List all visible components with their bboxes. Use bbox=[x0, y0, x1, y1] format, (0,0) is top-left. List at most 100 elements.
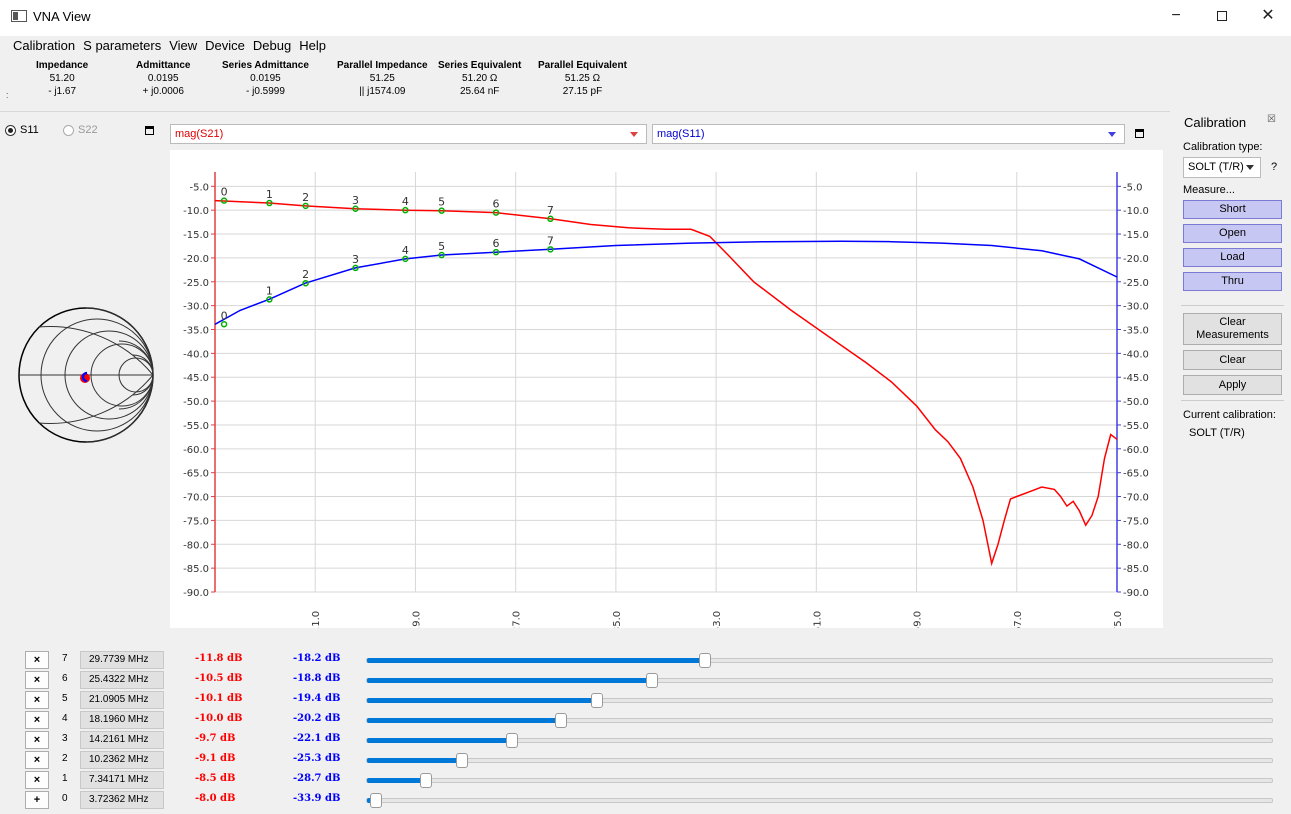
left-y-tick-label: -10.0 bbox=[183, 206, 209, 217]
marker-remove-button[interactable]: × bbox=[25, 691, 49, 709]
marker-remove-button[interactable]: + bbox=[25, 791, 49, 809]
marker-slider[interactable] bbox=[366, 673, 1273, 688]
left-y-tick-label: -65.0 bbox=[183, 469, 209, 480]
marker-frequency-field[interactable]: 7.34171 MHz bbox=[80, 771, 164, 789]
marker-row: × 3 14.2161 MHz -9.7 dB -22.1 dB bbox=[0, 730, 1291, 750]
port-s11-radio[interactable]: S11 bbox=[5, 124, 39, 136]
marker-slider-handle[interactable] bbox=[591, 693, 604, 708]
smith-chart-panel: S11 S22 bbox=[3, 118, 168, 630]
marker-frequency-field[interactable]: 3.72362 MHz bbox=[80, 791, 164, 809]
calibration-help[interactable]: ? bbox=[1271, 161, 1278, 173]
calibration-type-select[interactable]: SOLT (T/R) bbox=[1183, 157, 1261, 178]
marker-slider-handle[interactable] bbox=[456, 753, 469, 768]
menu-calibration[interactable]: Calibration bbox=[13, 38, 76, 53]
marker-number: 2 bbox=[62, 753, 68, 764]
marker-number: 4 bbox=[62, 713, 68, 724]
measure-short-button[interactable]: Short bbox=[1183, 200, 1282, 219]
left-y-tick-label: -80.0 bbox=[183, 540, 209, 551]
marker-row: × 7 29.7739 MHz -11.8 dB -18.2 dB bbox=[0, 650, 1291, 670]
magnitude-plot[interactable]: -5.0 -5.0 -10.0 -10.0 -15.0 -15.0 -20.0 -20.0 -2… bbox=[170, 150, 1163, 628]
smith-restore-icon[interactable] bbox=[145, 126, 154, 135]
marker-slider-fill bbox=[367, 718, 562, 723]
marker-slider-handle[interactable] bbox=[645, 673, 658, 688]
marker-remove-button[interactable]: × bbox=[25, 751, 49, 769]
marker-point-s21 bbox=[220, 197, 228, 204]
app-window-icon bbox=[11, 10, 27, 22]
marker-point-s11 bbox=[438, 251, 445, 259]
marker-row: × 6 25.4322 MHz -10.5 dB -18.8 dB bbox=[0, 670, 1291, 690]
x-tick-label: 11.0 bbox=[311, 611, 322, 628]
marker-frequency-field[interactable]: 14.2161 MHz bbox=[80, 731, 164, 749]
marker-slider-handle[interactable] bbox=[370, 793, 383, 808]
marker-slider[interactable] bbox=[366, 653, 1273, 668]
marker-slider[interactable] bbox=[366, 793, 1273, 808]
marker-slider-fill bbox=[367, 698, 598, 703]
menu-bar: Calibration S parameters View Device Debug He… bbox=[0, 36, 1291, 56]
series-line-s11 bbox=[214, 240, 1118, 325]
marker-slider-fill bbox=[367, 678, 652, 683]
marker-frequency-field[interactable]: 18.1960 MHz bbox=[80, 711, 164, 729]
marker-slider-handle[interactable] bbox=[699, 653, 712, 668]
right-trace-select[interactable]: mag(S11) bbox=[652, 124, 1125, 144]
marker-remove-button[interactable]: × bbox=[25, 771, 49, 789]
apply-button[interactable]: Apply bbox=[1183, 375, 1282, 395]
clear-button[interactable]: Clear bbox=[1183, 350, 1282, 370]
readout-impedance: Impedance 51.20- j1.67 bbox=[36, 60, 89, 97]
marker-number: 5 bbox=[62, 693, 68, 704]
minimize-button[interactable]: − bbox=[1171, 7, 1181, 24]
marker-row: +0 3.72362 MHz -8.0 dB -33.9 dB bbox=[0, 790, 1291, 810]
menu-device[interactable]: Device bbox=[205, 38, 245, 53]
port-s22-radio[interactable]: S22 bbox=[63, 124, 98, 136]
menu-debug[interactable]: Debug bbox=[252, 38, 292, 53]
marker-label-s11: 3 bbox=[352, 253, 359, 266]
marker-number: 3 bbox=[62, 733, 68, 744]
marker-frequency-field[interactable]: 21.0905 MHz bbox=[80, 691, 164, 709]
marker-s11-value: -20.2 dB bbox=[293, 713, 341, 724]
right-y-tick-label: -15.0 bbox=[1123, 230, 1149, 241]
marker-slider[interactable] bbox=[366, 773, 1273, 788]
chevron-down-icon bbox=[1108, 132, 1116, 137]
menu-view[interactable]: View bbox=[169, 38, 198, 53]
maximize-button[interactable] bbox=[1199, 0, 1245, 32]
marker-point-s21 bbox=[302, 202, 309, 210]
marker-remove-button[interactable]: × bbox=[25, 671, 49, 689]
calibration-close-icon[interactable]: ☒ bbox=[1267, 114, 1276, 125]
right-y-tick-label: -40.0 bbox=[1123, 349, 1149, 360]
marker-point-s11 bbox=[352, 264, 359, 272]
left-trace-select[interactable]: mag(S21) bbox=[170, 124, 647, 144]
dock-grip[interactable]: : bbox=[6, 90, 9, 100]
chevron-down-icon bbox=[1246, 165, 1254, 170]
marker-remove-button[interactable]: × bbox=[25, 711, 49, 729]
marker-row: × 1 7.34171 MHz -8.5 dB -28.7 dB bbox=[0, 770, 1291, 790]
x-tick-label: 75.0 bbox=[1113, 611, 1124, 628]
measure-load-button[interactable]: Load bbox=[1183, 248, 1282, 267]
left-y-tick-label: -15.0 bbox=[183, 230, 209, 241]
marker-label-s21: 1 bbox=[266, 188, 273, 201]
marker-slider[interactable] bbox=[366, 733, 1273, 748]
marker-remove-button[interactable]: × bbox=[25, 651, 49, 669]
x-tick-label: 67.0 bbox=[1013, 611, 1024, 628]
clear-measurements-button[interactable]: Clear Measurements bbox=[1183, 313, 1282, 345]
close-button[interactable]: ✕ bbox=[1261, 7, 1275, 24]
marker-slider[interactable] bbox=[366, 753, 1273, 768]
marker-frequency-field[interactable]: 29.7739 MHz bbox=[80, 651, 164, 669]
marker-frequency-field[interactable]: 10.2362 MHz bbox=[80, 751, 164, 769]
marker-slider-handle[interactable] bbox=[419, 773, 432, 788]
marker-slider-fill bbox=[367, 778, 426, 783]
left-y-tick-label: -35.0 bbox=[183, 326, 209, 337]
marker-slider-handle[interactable] bbox=[506, 733, 519, 748]
marker-slider[interactable] bbox=[366, 713, 1273, 728]
current-calibration-label: Current calibration: bbox=[1183, 409, 1276, 421]
marker-label-s11: 6 bbox=[493, 237, 500, 250]
measure-thru-button[interactable]: Thru bbox=[1183, 272, 1282, 291]
marker-remove-button[interactable]: × bbox=[25, 731, 49, 749]
plot-restore-icon[interactable] bbox=[1135, 129, 1144, 138]
marker-slider[interactable] bbox=[366, 693, 1273, 708]
measure-open-button[interactable]: Open bbox=[1183, 224, 1282, 243]
marker-number: 6 bbox=[62, 673, 68, 684]
marker-slider-handle[interactable] bbox=[555, 713, 568, 728]
menu-help[interactable]: Help bbox=[299, 38, 326, 53]
marker-frequency-field[interactable]: 25.4322 MHz bbox=[80, 671, 164, 689]
menu-s-parameters[interactable]: S parameters bbox=[83, 38, 162, 53]
marker-point-s11 bbox=[302, 279, 309, 287]
